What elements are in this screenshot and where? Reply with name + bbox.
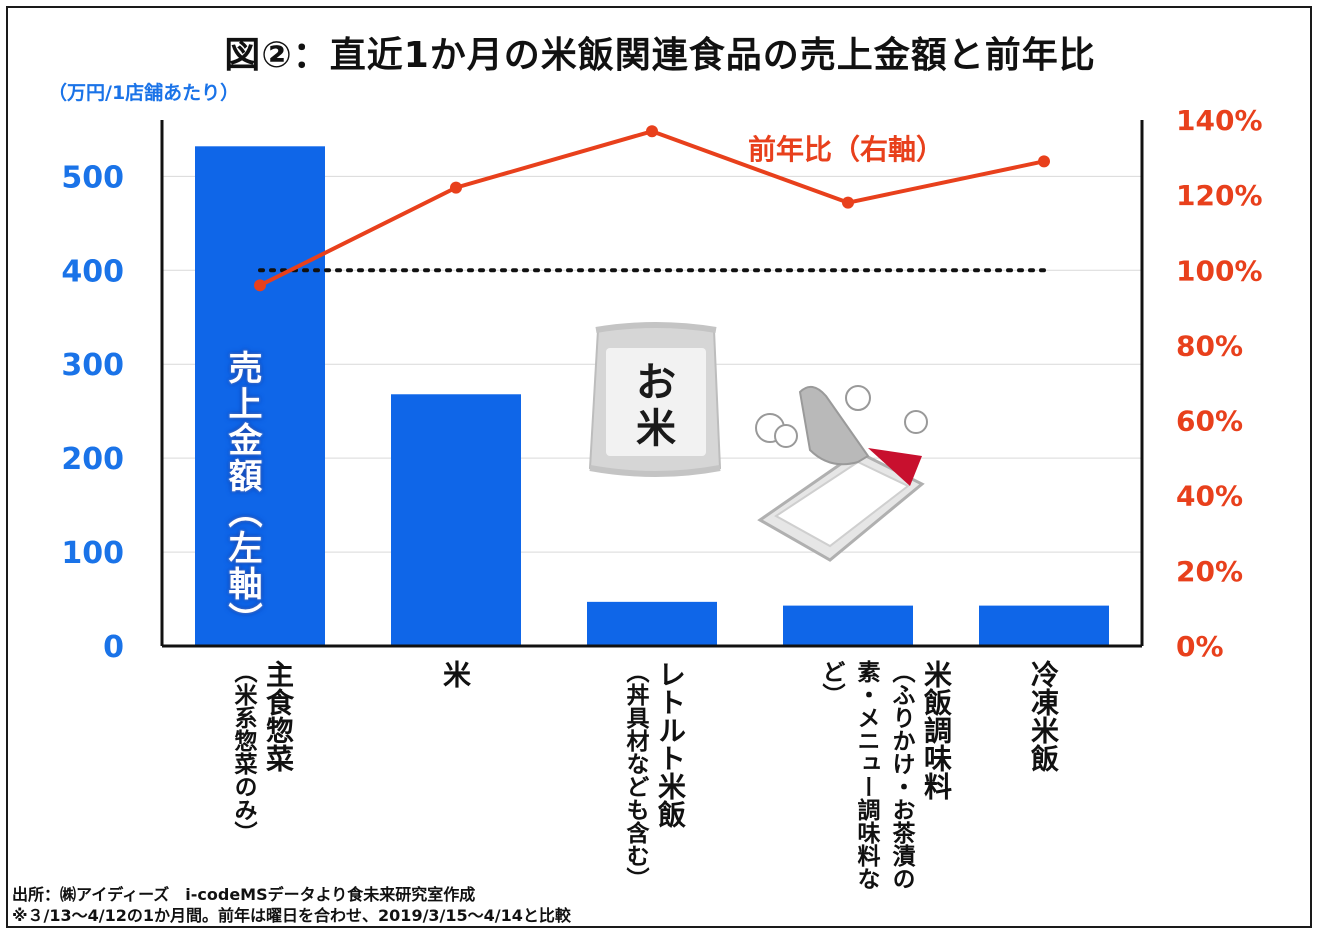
note-line: ※３/13～4/12の1か月間。前年は曜日を合わせ、2019/3/15～4/14… xyxy=(12,906,571,925)
source-note: 出所：㈱アイディーズ i-codeMSデータより食未来研究室作成 ※３/13～4… xyxy=(12,884,571,926)
left-tick-label: 500 xyxy=(61,160,124,195)
line-series xyxy=(254,125,1050,292)
line-point xyxy=(254,279,266,292)
axes xyxy=(160,120,1144,648)
right-axis-ticks: 0% 20% 40% 60% 80% 100% 120% 140% xyxy=(1176,104,1263,663)
right-tick-label: 100% xyxy=(1176,254,1263,287)
category-label: 米飯調味料 （ふりかけ・お茶漬の素・メニュー調味料など） xyxy=(814,660,954,920)
bar xyxy=(195,146,325,647)
category-label: レトルト米飯 （丼具材なども含む） xyxy=(618,660,688,890)
right-tick-label: 20% xyxy=(1176,555,1243,588)
left-tick-label: 300 xyxy=(61,348,124,383)
left-tick-label: 0 xyxy=(103,630,124,665)
category-main: 主食惣菜 xyxy=(262,660,295,772)
line-point xyxy=(450,181,462,194)
svg-text:お: お xyxy=(636,360,676,406)
bar-series xyxy=(195,146,1109,647)
bar xyxy=(979,605,1109,646)
right-tick-label: 120% xyxy=(1176,179,1263,212)
left-axis-ticks: 0 100 200 300 400 500 xyxy=(61,160,124,665)
bar xyxy=(587,601,717,646)
left-tick-label: 200 xyxy=(61,442,124,477)
category-main: レトルト米飯 xyxy=(654,660,687,828)
line-point xyxy=(646,125,658,138)
bar xyxy=(783,605,913,646)
right-tick-label: 60% xyxy=(1176,405,1243,438)
category-main: 冷凍米飯 xyxy=(1027,660,1060,772)
category-main: 米 xyxy=(439,660,472,688)
right-tick-label: 0% xyxy=(1176,630,1224,663)
left-tick-label: 100 xyxy=(61,536,124,571)
bar-series-label: 売上金額（左軸） xyxy=(222,350,262,638)
rice-bag-icon: お 米 xyxy=(588,322,722,477)
bar xyxy=(391,394,521,646)
left-tick-label: 400 xyxy=(61,254,124,289)
right-tick-label: 40% xyxy=(1176,480,1243,513)
line-point xyxy=(1038,155,1050,168)
svg-text:米: 米 xyxy=(636,406,676,452)
category-label: 主食惣菜 （米系惣菜のみ） xyxy=(226,660,296,844)
source-line: 出所：㈱アイディーズ i-codeMSデータより食未来研究室作成 xyxy=(12,885,476,904)
category-label: 米 xyxy=(438,660,473,688)
category-label: 冷凍米飯 xyxy=(1026,660,1061,772)
category-main: 米飯調味料 xyxy=(920,660,953,800)
right-tick-label: 80% xyxy=(1176,329,1243,362)
category-sub: （米系惣菜のみ） xyxy=(230,660,256,844)
line-series-label: 前年比（右軸） xyxy=(748,133,945,166)
left-axis-unit: （万円/1店舗あたり） xyxy=(48,82,240,104)
retort-rice-pack-icon xyxy=(755,385,928,562)
line-point xyxy=(842,196,854,209)
category-sub: （丼具材なども含む） xyxy=(622,660,648,890)
chart-title: 図②：直近1か月の米飯関連食品の売上金額と前年比 xyxy=(224,35,1096,76)
right-tick-label: 140% xyxy=(1176,104,1263,137)
category-sub: （ふりかけ・お茶漬の素・メニュー調味料など） xyxy=(818,660,914,890)
